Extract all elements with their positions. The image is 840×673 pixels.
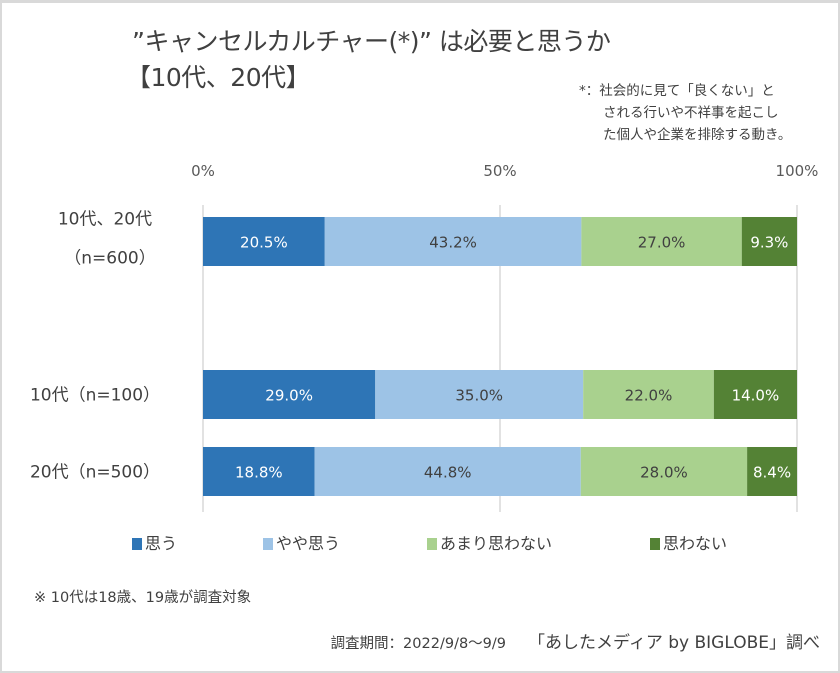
chart-title: ”キャンセルカルチャー(*)” は必要と思うか [132,27,611,56]
bar-segment-1 [203,217,325,266]
legend: 思う やや思う あまり思わない 思わない [0,530,840,556]
survey-period: 調査期間：2022/9/8～9/9 [330,636,507,652]
data-label: 22.0% [625,387,673,405]
category-label: 20代（n=500） [30,463,160,483]
legend-item-4: 思わない [650,530,727,554]
legend-label: あまり思わない [440,534,553,553]
bar-segment-1 [203,447,315,496]
data-label: 27.0% [638,234,686,252]
category-labels: 10代、20代 （n=600） 10代（n=100） 20代（n=500） [30,210,160,483]
footnote-line-3: た個人や企業を排除する動き。 [603,127,792,143]
data-label: 14.0% [732,387,780,405]
x-tick-label: 0% [191,162,215,180]
legend-swatch [263,537,273,550]
chart-subtitle: 【10代、20代】 [126,63,311,92]
x-tick-label: 100% [776,162,819,180]
age-note: ※ 10代は18歳、19歳が調査対象 [34,590,252,606]
data-label: 18.8% [235,464,283,482]
legend-swatch [132,537,142,550]
legend-item-3: あまり思わない [427,530,552,554]
bar-segments [203,217,797,496]
bar-segment-3 [580,447,748,496]
data-label: 43.2% [429,234,477,252]
legend-swatch [427,537,437,550]
bar-segment-2 [375,370,584,419]
source-credit: 「あしたメディア by BIGLOBE」調べ [528,633,820,653]
bar-segment-2 [324,217,582,266]
bar-segment-4 [747,447,797,496]
legend-label: 思う [145,534,178,553]
bar-segment-4 [741,217,797,266]
bar-segment-3 [583,370,714,419]
legend-swatch [650,537,660,550]
definition-footnote: *：社会的に見て「良くない」と される行いや不祥事を起こし た個人や企業を排除す… [579,80,791,146]
legend-item-1: 思う [132,530,177,554]
data-label: 44.8% [424,464,472,482]
data-labels: 20.5% 43.2% 27.0% 9.3% 29.0% 35.0% 22.0% 14.0% 1… [235,234,791,482]
data-label: 29.0% [265,387,313,405]
bar-segment-1 [203,370,376,419]
x-tick-label: 50% [483,162,516,180]
bar-segment-3 [581,217,742,266]
data-label: 9.3% [750,234,788,252]
bar-segment-2 [314,447,581,496]
legend-label: 思わない [663,534,728,553]
category-label-sub: （n=600） [64,249,155,269]
data-label: 35.0% [455,387,503,405]
legend-item-2: やや思う [263,530,340,554]
bar-segment-4 [713,370,797,419]
credit: 調査期間：2022/9/8～9/9 「あしたメディア by BIGLOBE」調べ [331,628,820,653]
category-label: 10代、20代 [58,210,152,230]
data-label: 28.0% [640,464,688,482]
category-label: 10代（n=100） [30,386,160,406]
x-axis-ticks: 0% 50% 100% [191,162,818,180]
footnote-line-2: される行いや不祥事を起こし [603,105,779,121]
footnote-line-1: *：社会的に見て「良くない」と [579,83,775,99]
legend-label: やや思う [276,534,341,553]
data-label: 8.4% [753,464,791,482]
data-label: 20.5% [240,234,288,252]
